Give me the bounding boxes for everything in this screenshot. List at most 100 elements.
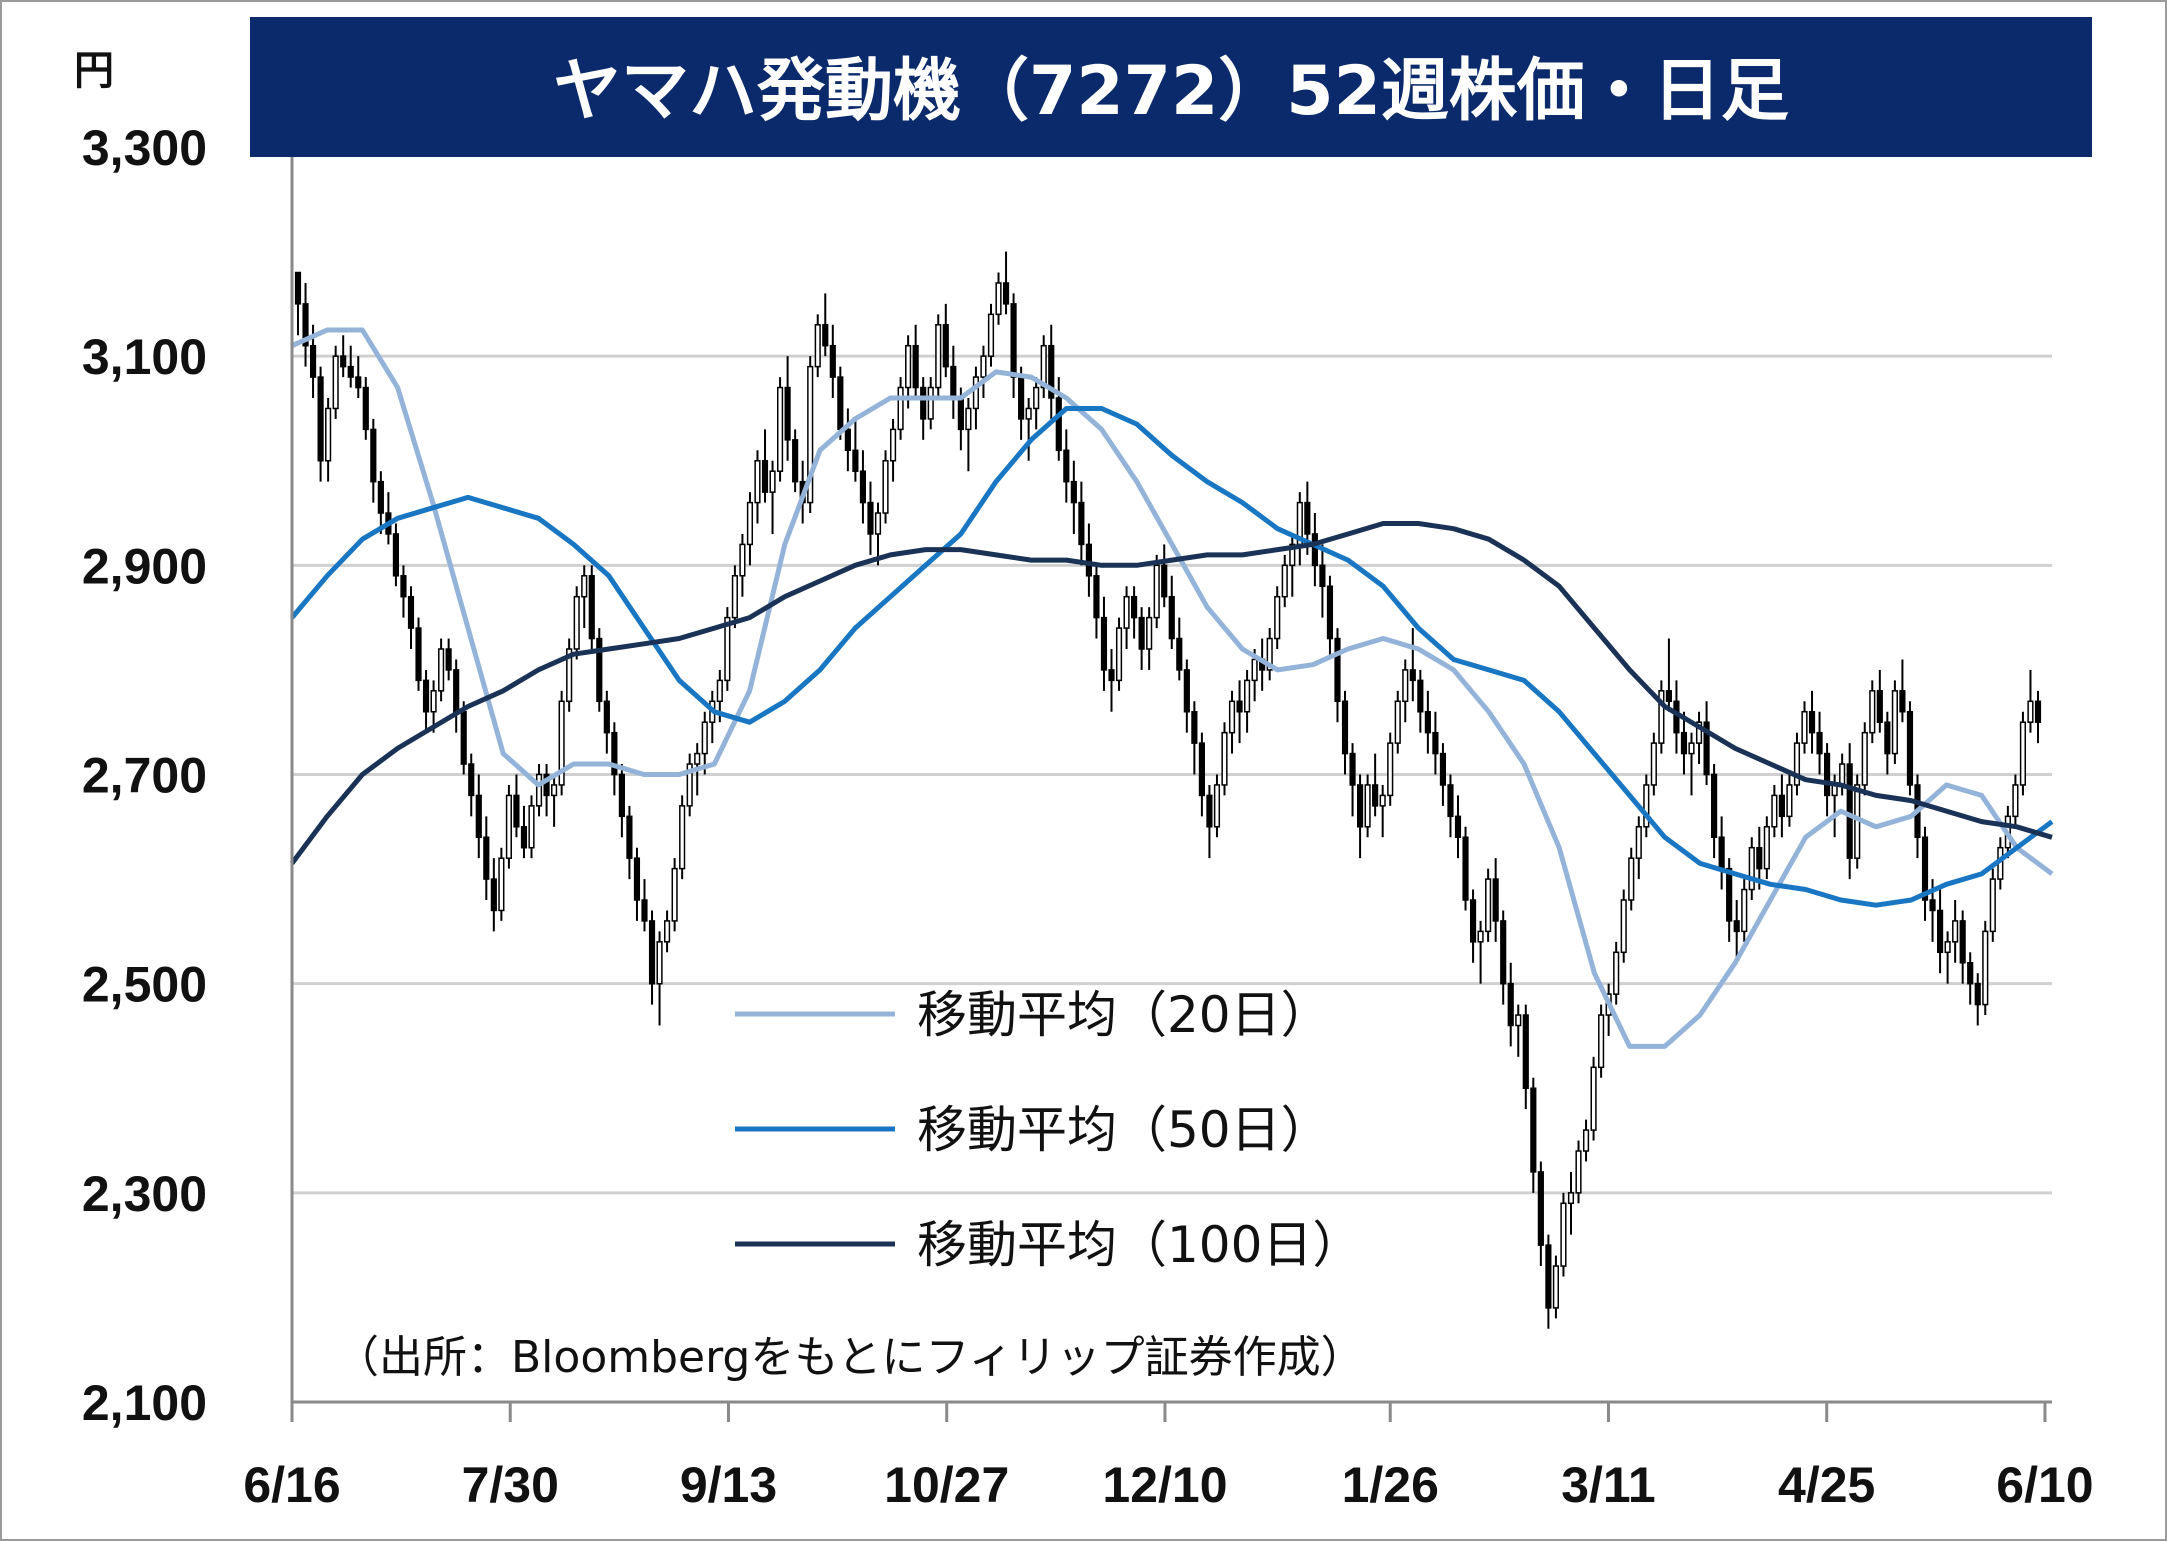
candle [1274, 586, 1281, 649]
candle [1786, 774, 1793, 827]
candle-body [1703, 721, 1710, 776]
candle [1733, 900, 1740, 963]
candle [1492, 858, 1499, 942]
candle [1952, 900, 1959, 963]
candle [1236, 680, 1243, 744]
candle-body [1756, 846, 1763, 870]
candle [468, 753, 475, 817]
candle-body [1266, 637, 1273, 671]
candle-body [927, 386, 934, 420]
candle [1763, 816, 1770, 880]
candle-body [1191, 711, 1198, 744]
candle [1108, 649, 1115, 712]
candle-body [1281, 564, 1288, 598]
candle [1824, 743, 1831, 817]
candle [912, 324, 919, 398]
candle [588, 565, 595, 649]
candle-body [1379, 794, 1386, 807]
candle [980, 345, 987, 398]
candle-body [1311, 533, 1318, 567]
candle-body [1402, 669, 1409, 703]
candle [1326, 575, 1334, 660]
candle-body [1598, 1014, 1605, 1069]
candle [1356, 774, 1364, 859]
x-tick-label: 3/11 [1561, 1457, 1656, 1513]
candle [1582, 1119, 1590, 1162]
candle [822, 293, 829, 357]
candle [1281, 554, 1288, 608]
candle-body [1936, 909, 1944, 954]
candle [1537, 1161, 1544, 1267]
candle [739, 533, 746, 597]
candle-body [1808, 711, 1816, 734]
candle-body [1967, 962, 1974, 985]
candle [746, 492, 754, 566]
candle [1967, 952, 1974, 1005]
candle [1560, 1192, 1567, 1277]
candle-body [1575, 1150, 1582, 1194]
candle-body [1688, 742, 1695, 755]
candle [1085, 523, 1092, 597]
candle-body [618, 773, 625, 818]
candle-body [588, 575, 595, 640]
candle-body [475, 794, 482, 839]
candle [776, 377, 784, 482]
candle [1545, 1234, 1552, 1329]
candle-body [1658, 690, 1665, 744]
candle-body [1161, 564, 1168, 598]
candle-body [1620, 899, 1627, 954]
candle [686, 753, 693, 817]
candle-body [400, 575, 407, 598]
candle-body [1417, 679, 1424, 713]
candle [1002, 251, 1010, 315]
candle-body [724, 616, 731, 682]
candle-body [1251, 658, 1258, 682]
y-axis-tick-labels: 2,100 2,300 2,500 2,700 2,900 3,100 3,300 [82, 120, 207, 1431]
candle-body [340, 355, 347, 368]
candle [498, 847, 505, 921]
candle-body [1462, 836, 1469, 901]
candle-body [1213, 784, 1221, 828]
candle-body [1146, 616, 1153, 650]
candle [792, 429, 799, 493]
candle-body [1974, 982, 1981, 1006]
candle-body [1439, 752, 1447, 786]
candle [1417, 669, 1424, 733]
candle-body [701, 721, 708, 755]
candle [618, 764, 625, 838]
candle-body [942, 324, 949, 368]
candle [438, 638, 445, 702]
candle [1319, 544, 1326, 618]
candle-body [1469, 899, 1477, 943]
candle-body [309, 344, 317, 378]
candle-body [1748, 846, 1755, 891]
candle [701, 711, 708, 775]
candle [362, 377, 369, 440]
candle-body [1929, 899, 1936, 912]
candle [528, 795, 535, 859]
candle-body [407, 595, 415, 629]
candle-body [294, 271, 302, 305]
candle [859, 450, 867, 524]
candle [1778, 774, 1785, 838]
y-tick-label: 2,900 [82, 538, 207, 594]
y-axis-unit: 円 [74, 48, 114, 94]
candle [1680, 711, 1688, 775]
candle-body [1198, 742, 1205, 797]
candle-body [438, 648, 445, 692]
candle-body [769, 470, 776, 493]
candle [1635, 816, 1642, 880]
candle [633, 847, 641, 921]
candle [1590, 1056, 1597, 1141]
candle-body [1711, 773, 1718, 838]
candle [2019, 711, 2027, 796]
candle [1748, 837, 1755, 900]
candle [1432, 711, 1439, 775]
legend: 移動平均（20日） 移動平均（50日） 移動平均（100日） [735, 986, 1362, 1274]
x-axis-tick-labels: 6/16 7/30 9/13 10/27 12/10 1/26 3/11 4/25 6/10 [243, 1402, 2094, 1513]
candle [596, 628, 603, 712]
candle [1206, 784, 1213, 859]
candle [1703, 701, 1710, 785]
candle [1402, 659, 1409, 723]
candle-body [965, 407, 972, 431]
